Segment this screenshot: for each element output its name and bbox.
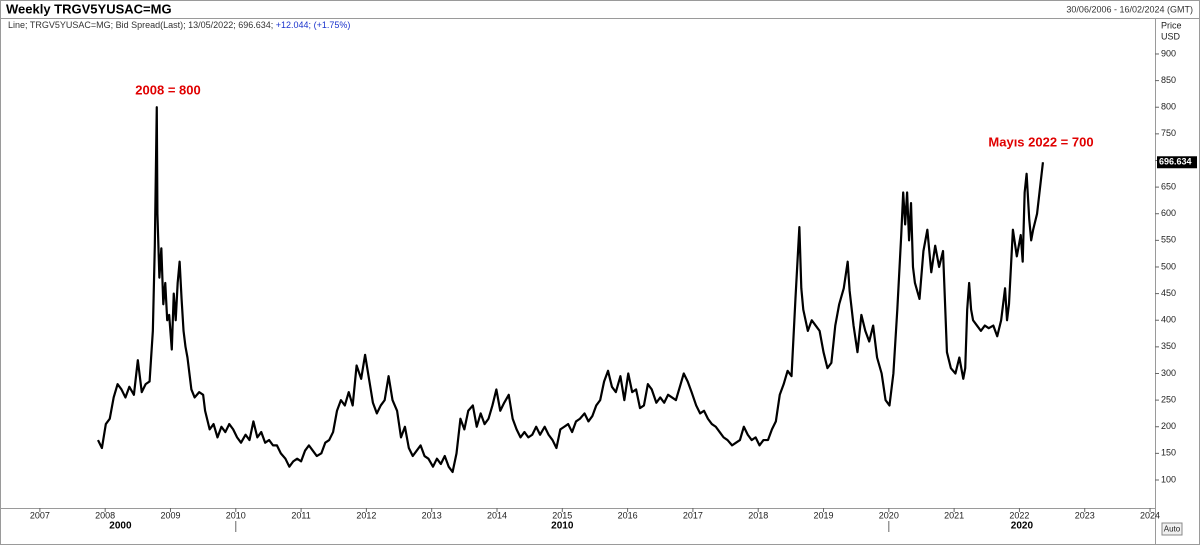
last-value-label: 696.634 [1159, 157, 1192, 167]
x-tick-label: 2023 [1075, 510, 1095, 520]
y-axis-unit: USD [1161, 31, 1181, 41]
annotation: Mayıs 2022 = 700 [988, 134, 1093, 149]
x-tick-label: 2024 [1140, 510, 1160, 520]
y-tick-label: 300 [1161, 368, 1176, 378]
y-tick-label: 200 [1161, 421, 1176, 431]
x-tick-label: 2011 [291, 510, 310, 520]
decade-label: 2000 [109, 521, 132, 532]
x-tick-label: 2016 [618, 510, 638, 520]
legend-info: Line; TRGV5YUSAC=MG; Bid Spread(Last); 1… [8, 20, 350, 30]
x-tick-label: 2019 [814, 510, 834, 520]
x-tick-label: 2014 [487, 510, 507, 520]
y-tick-label: 350 [1161, 341, 1176, 351]
x-tick-label: 2021 [944, 510, 964, 520]
legend-change-pct: (+1.75%) [314, 20, 351, 30]
y-tick-label: 650 [1161, 181, 1176, 191]
y-tick-label: 900 [1161, 48, 1176, 58]
annotation: 2008 = 800 [135, 82, 200, 97]
x-tick-label: 2009 [160, 510, 180, 520]
y-tick-label: 550 [1161, 235, 1176, 245]
x-tick-label: 2017 [683, 510, 703, 520]
x-tick-label: 2022 [1009, 510, 1029, 520]
date-range: 30/06/2006 - 16/02/2024 (GMT) [1066, 4, 1193, 14]
chart-title: Weekly TRGV5YUSAC=MG [6, 1, 172, 16]
x-tick-label: 2010 [226, 510, 246, 520]
x-tick-label: 2007 [30, 510, 50, 520]
auto-button[interactable] [1161, 522, 1183, 536]
y-tick-label: 100 [1161, 474, 1176, 484]
y-tick-label: 400 [1161, 315, 1176, 325]
y-axis-label: Price [1161, 20, 1182, 30]
y-tick-label: 800 [1161, 102, 1176, 112]
y-tick-label: 450 [1161, 288, 1176, 298]
x-tick-label: 2012 [356, 510, 376, 520]
legend-text: Line; TRGV5YUSAC=MG; Bid Spread(Last); 1… [8, 20, 273, 30]
x-tick-label: 2008 [95, 510, 115, 520]
last-value-box [1157, 156, 1197, 169]
x-tick-label: 2013 [422, 510, 442, 520]
x-tick-label: 2018 [748, 510, 768, 520]
x-tick-label: 2015 [552, 510, 572, 520]
y-tick-label: 500 [1161, 261, 1176, 271]
y-tick-label: 150 [1161, 448, 1176, 458]
legend-change: +12.044; [276, 20, 311, 30]
y-tick-label: 600 [1161, 208, 1176, 218]
y-tick-label: 850 [1161, 75, 1176, 85]
decade-label: 2020 [1011, 521, 1034, 532]
auto-button-label[interactable]: Auto [1164, 525, 1181, 534]
y-tick-label: 750 [1161, 128, 1176, 138]
price-line [97, 106, 1045, 474]
decade-label: 2010 [551, 521, 574, 532]
x-tick-label: 2020 [879, 510, 899, 520]
y-tick-label: 250 [1161, 394, 1176, 404]
